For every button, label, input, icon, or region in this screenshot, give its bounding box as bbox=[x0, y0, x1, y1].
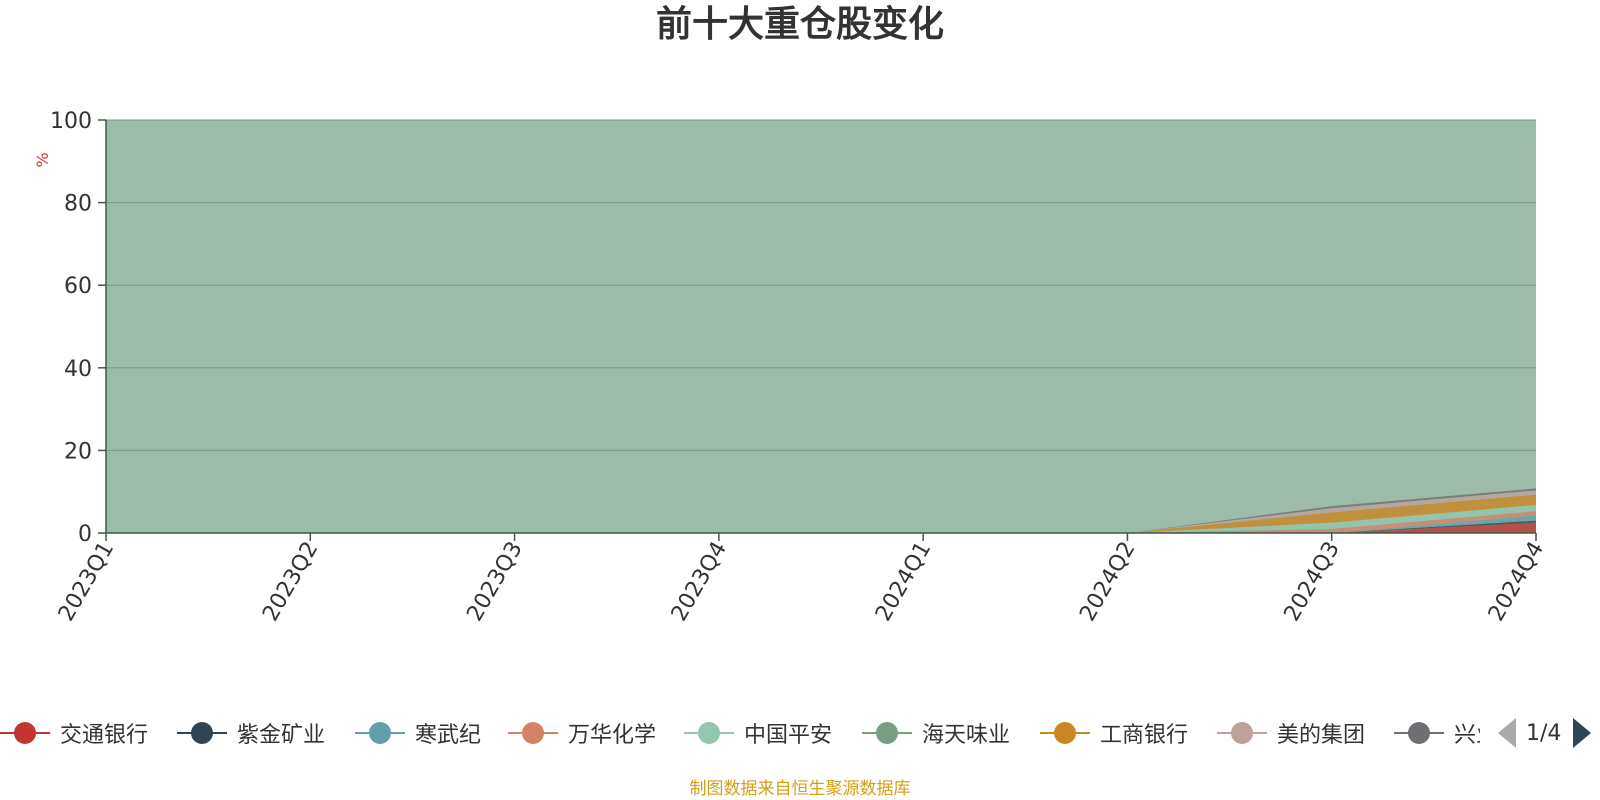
legend-marker-icon bbox=[508, 715, 558, 751]
legend-item-4[interactable]: 中国平安 bbox=[684, 715, 832, 751]
gridlines bbox=[106, 119, 1536, 451]
legend-item-5[interactable]: 海天味业 bbox=[862, 715, 1010, 751]
x-ticks: 2023Q1 2023Q2 2023Q3 2023Q4 2024Q1 2024Q2 2024… bbox=[54, 533, 1549, 626]
y-tick-label-2: 40 bbox=[64, 357, 92, 382]
legend-label: 中国平安 bbox=[744, 723, 833, 748]
x-tick-label-1: 2023Q2 bbox=[258, 538, 323, 626]
y-tick-label-3: 60 bbox=[64, 274, 92, 299]
legend-marker-icon bbox=[0, 715, 50, 751]
x-tick-label-5: 2024Q2 bbox=[1075, 538, 1140, 626]
x-tick-label-7: 2024Q4 bbox=[1484, 538, 1549, 626]
legend-marker-icon bbox=[862, 715, 912, 751]
legend-label: 工商银行 bbox=[1100, 723, 1189, 748]
source-note: 制图数据来自恒生聚源数据库 bbox=[689, 779, 911, 799]
legend-marker-icon bbox=[684, 715, 734, 751]
chart-title: 前十大重仓股变化 bbox=[655, 4, 944, 45]
legend-item-1[interactable]: 紫金矿业 bbox=[177, 715, 325, 751]
y-tick-label-4: 80 bbox=[64, 192, 92, 217]
legend-pager: 1/4 bbox=[1498, 715, 1592, 751]
y-axis-label: % bbox=[33, 152, 52, 167]
legend-marker-icon bbox=[177, 715, 227, 751]
legend-prev-icon[interactable] bbox=[1498, 718, 1516, 748]
legend-next-icon[interactable] bbox=[1573, 718, 1592, 748]
legend-marker-icon bbox=[1040, 715, 1090, 751]
legend-marker-icon bbox=[355, 715, 405, 751]
legend-item-6[interactable]: 工商银行 bbox=[1040, 715, 1188, 751]
plot-background bbox=[106, 120, 1536, 533]
legend-marker-icon bbox=[1394, 715, 1444, 751]
y-tick-label-0: 0 bbox=[78, 522, 92, 547]
legend-page-indicator: 1/4 bbox=[1526, 720, 1562, 746]
legend-item-3[interactable]: 万华化学 bbox=[508, 715, 656, 751]
x-tick-label-4: 2024Q1 bbox=[871, 538, 936, 626]
legend-item-0[interactable]: 交通银行 bbox=[0, 715, 148, 751]
legend-label: 交通银行 bbox=[60, 723, 149, 748]
legend-item-8[interactable]: 兴业银行 bbox=[1394, 715, 1480, 751]
area-bands bbox=[106, 488, 1536, 533]
legend-label: 寒武纪 bbox=[415, 723, 482, 748]
axes bbox=[105, 120, 1536, 534]
y-tick-label-5: 100 bbox=[50, 109, 92, 134]
y-tick-label-1: 20 bbox=[64, 439, 92, 464]
x-tick-label-6: 2024Q3 bbox=[1280, 538, 1345, 626]
x-tick-label-2: 2023Q3 bbox=[462, 538, 527, 626]
legend: 交通银行 紫金矿业 寒武纪 万华化学 中国平安 海天味业 工商银行 美的集团 兴业银行 bbox=[0, 715, 1480, 751]
y-ticks: 0 20 40 60 80 100 bbox=[50, 109, 106, 547]
x-tick-label-3: 2023Q4 bbox=[667, 538, 732, 626]
legend-label: 海天味业 bbox=[922, 723, 1011, 748]
legend-label: 紫金矿业 bbox=[237, 723, 326, 748]
area-series-0 bbox=[106, 522, 1536, 533]
legend-label: 兴业银行 bbox=[1454, 723, 1480, 748]
legend-label: 美的集团 bbox=[1277, 723, 1366, 748]
x-tick-label-0: 2023Q1 bbox=[54, 538, 119, 626]
legend-item-2[interactable]: 寒武纪 bbox=[355, 715, 481, 751]
legend-marker-icon bbox=[1217, 715, 1267, 751]
legend-label: 万华化学 bbox=[568, 723, 657, 748]
legend-item-7[interactable]: 美的集团 bbox=[1217, 715, 1365, 751]
